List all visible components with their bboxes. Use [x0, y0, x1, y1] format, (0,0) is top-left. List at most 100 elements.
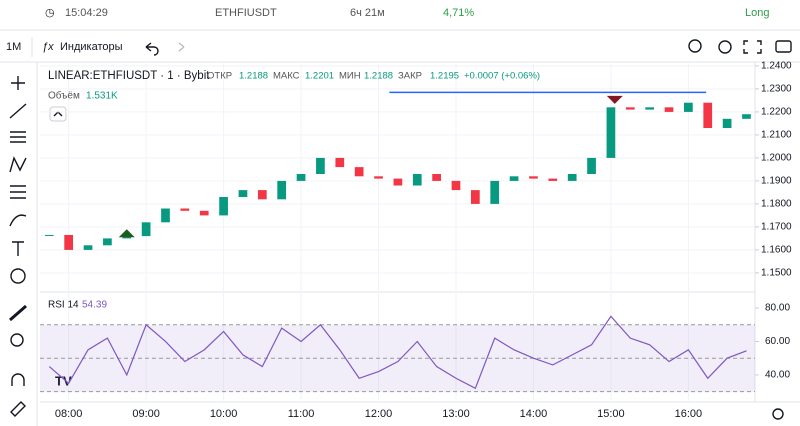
candle	[354, 167, 364, 177]
candle	[393, 178, 403, 186]
candle	[296, 174, 306, 181]
duration: 6ч 21м	[350, 7, 385, 19]
candle	[703, 102, 713, 129]
candle	[238, 190, 248, 198]
candle	[316, 157, 325, 175]
collapse-button[interactable]	[49, 106, 67, 122]
rsi-title: RSI 14	[48, 300, 79, 311]
candle	[412, 174, 422, 186]
y-tick-label: 1.1800	[761, 199, 792, 210]
y-tick-label: 60.00	[765, 336, 790, 347]
trade-marker	[606, 95, 623, 104]
x-tick-label: 10:00	[210, 408, 238, 420]
logo: TV	[55, 373, 72, 388]
candle	[257, 190, 267, 200]
candle	[83, 245, 93, 250]
x-tick-label: 09:00	[132, 408, 160, 420]
candle	[587, 157, 596, 175]
x-tick-label: 12:00	[365, 408, 393, 420]
candle	[103, 238, 112, 246]
undo[interactable]	[145, 42, 159, 56]
pattern-tool[interactable]	[9, 156, 27, 173]
candle	[180, 208, 190, 211]
legend-label: МАКС	[273, 71, 300, 82]
legend-label: ЗАКР	[398, 71, 422, 82]
settings-icon[interactable]	[772, 408, 784, 420]
trade-marker	[118, 229, 135, 238]
legend-change: +0.0007 (+0.06%)	[464, 71, 540, 82]
clock-icon: ◷	[45, 7, 55, 19]
time: 15:04:29	[65, 7, 108, 19]
change: 4,71%	[443, 7, 474, 19]
rsi-line	[48, 315, 747, 390]
emoji-tool[interactable]	[10, 268, 26, 284]
candle	[664, 107, 674, 112]
legend-value: 1.2201	[305, 71, 334, 82]
x-tick-label: 11:00	[288, 408, 315, 420]
y-tick-label: 1.2100	[761, 130, 792, 141]
fx-icon: ƒx	[42, 41, 54, 53]
candle	[161, 208, 170, 223]
y-tick-label: 80.00	[765, 303, 790, 314]
candle	[219, 197, 228, 216]
x-tick-label: 16:00	[675, 408, 703, 420]
x-tick-label: 14:00	[520, 408, 548, 420]
fib-tool[interactable]	[10, 131, 26, 143]
brush-tool[interactable]	[9, 214, 27, 227]
candle	[374, 176, 383, 179]
legend-value: 1.2195	[430, 71, 459, 82]
legend-label: ОТКР	[207, 71, 232, 82]
candle	[44, 234, 54, 236]
x-tick-label: 15:00	[597, 408, 625, 420]
redo[interactable]	[178, 42, 185, 52]
candle	[122, 236, 132, 239]
candle	[277, 180, 287, 200]
ruler-tool[interactable]	[9, 304, 27, 322]
candle	[722, 118, 732, 129]
side: Long	[745, 7, 769, 19]
y-tick-label: 1.2300	[761, 84, 792, 95]
candle	[470, 190, 480, 204]
candle	[451, 180, 461, 191]
text-tool[interactable]	[12, 241, 24, 256]
x-tick-label: 08:00	[55, 408, 83, 420]
symbol: ETHFIUSDT	[215, 7, 277, 19]
fullscreen-icon[interactable]	[743, 40, 762, 54]
candle	[490, 180, 500, 204]
candle	[335, 157, 345, 168]
zoom-icon[interactable]	[688, 39, 702, 53]
candle	[529, 176, 538, 179]
settings-icon[interactable]	[718, 40, 732, 54]
y-tick-label: 40.00	[765, 370, 790, 381]
chart-title: LINEAR:ETHFIUSDT · 1 · Bybit	[48, 70, 210, 82]
trendline-tool[interactable]	[9, 103, 27, 119]
volume-value: 1.531K	[86, 91, 118, 102]
magnet-tool[interactable]	[11, 373, 25, 386]
legend-value: 1.2188	[364, 71, 393, 82]
candle	[509, 176, 519, 181]
y-tick-label: 1.1600	[761, 245, 792, 256]
x-tick-label: 13:00	[442, 408, 470, 420]
y-tick-label: 1.2200	[761, 107, 792, 118]
y-tick-label: 1.1500	[761, 268, 792, 279]
screenshot-icon[interactable]	[775, 40, 792, 53]
candle	[684, 102, 693, 112]
candle	[567, 174, 577, 181]
rsi-value: 54.39	[82, 300, 107, 311]
candle	[548, 178, 558, 181]
interval-button[interactable]: 1M	[6, 41, 21, 53]
candle	[742, 114, 751, 119]
zoom-tool[interactable]	[10, 333, 24, 347]
candle	[432, 174, 441, 181]
legend-value: 1.2188	[239, 71, 268, 82]
candle	[141, 222, 151, 237]
crosshair-tool[interactable]	[11, 76, 25, 90]
candle	[199, 210, 209, 216]
left-toolbar	[9, 76, 27, 417]
volume-label: Объём	[48, 90, 80, 102]
y-tick-label: 1.2400	[761, 61, 792, 72]
projection-tool[interactable]	[10, 185, 26, 199]
indicators-button[interactable]: Индикаторы	[60, 41, 123, 53]
lock-tool[interactable]	[10, 401, 26, 417]
